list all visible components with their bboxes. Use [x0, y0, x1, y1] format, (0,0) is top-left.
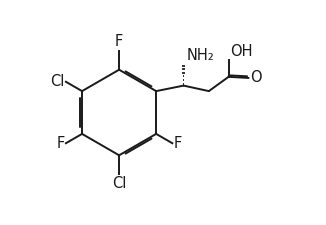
Text: F: F	[173, 136, 182, 151]
Text: F: F	[115, 34, 123, 49]
Text: OH: OH	[230, 44, 252, 59]
Text: Cl: Cl	[51, 74, 65, 89]
Text: NH₂: NH₂	[187, 47, 215, 63]
Text: O: O	[250, 70, 262, 86]
Text: F: F	[56, 136, 65, 151]
Text: Cl: Cl	[112, 176, 126, 191]
